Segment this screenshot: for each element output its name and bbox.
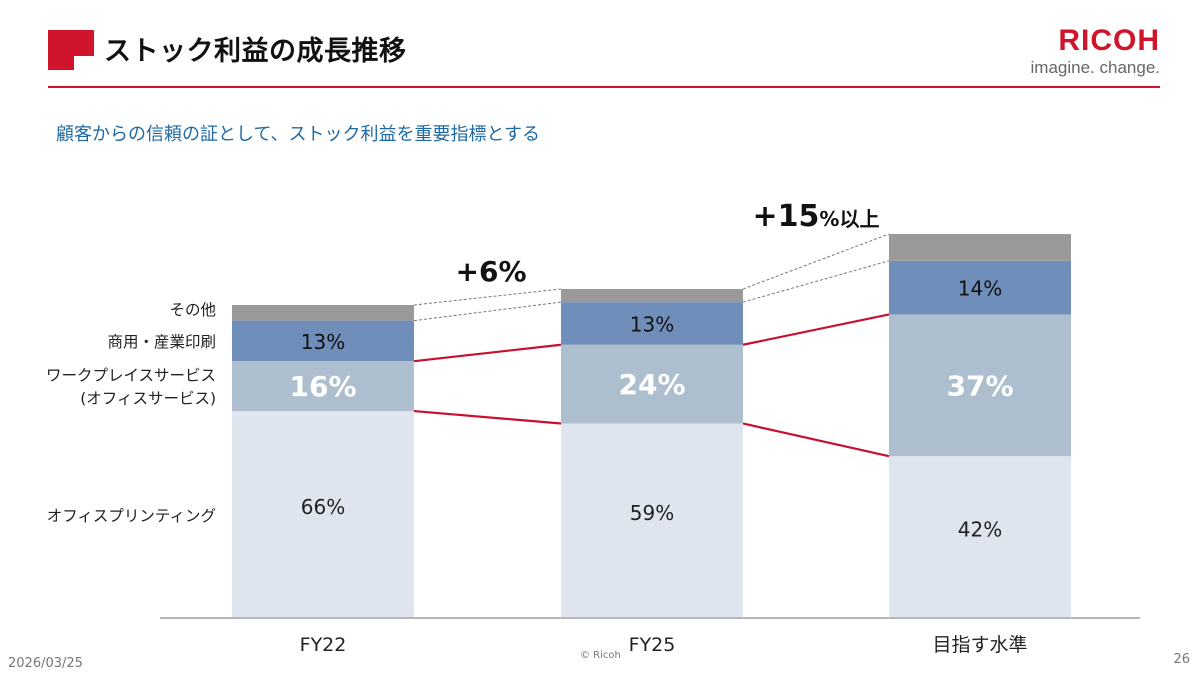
legend-label: オフィスプリンティング (47, 507, 216, 525)
title-accent-notch (74, 56, 94, 70)
bar-segment (232, 411, 414, 617)
subtitle: 顧客からの信頼の証として、ストック利益を重要指標とする (56, 124, 541, 145)
ricoh-logo: RICOH imagine. change. (1031, 26, 1160, 78)
data-label: 42% (958, 518, 1002, 542)
footer-date: 2026/03/25 (8, 656, 83, 671)
bar-segment (232, 320, 414, 362)
growth-annotation: +15%以上 (753, 199, 880, 234)
growth-guide-line (413, 288, 562, 306)
growth-guide-line (742, 260, 890, 303)
footer-copyright: © Ricoh (580, 650, 621, 661)
connector-line (742, 313, 890, 346)
data-label: 13% (630, 312, 674, 336)
data-label: 24% (618, 368, 685, 401)
title-divider (48, 86, 1160, 88)
legend-label: (オフィスサービス) (80, 390, 216, 408)
data-label: 37% (946, 369, 1013, 402)
logo-word: RICOH (1058, 24, 1160, 57)
connector-line (413, 343, 562, 363)
bar-segment (889, 314, 1071, 457)
data-label: 13% (301, 330, 345, 354)
page-number: 26 (1173, 652, 1190, 667)
growth-guide-line (742, 233, 890, 290)
bar-segment (561, 344, 743, 424)
page-title: ストック利益の成長推移 (104, 36, 407, 67)
category-label: FY22 (300, 634, 347, 656)
growth-annotation-suffix: %以上 (819, 207, 879, 231)
legend-label: 商用・産業印刷 (107, 333, 216, 351)
legend-label: ワークプレイスサービス (46, 367, 216, 385)
growth-annotation-value: +15 (753, 199, 820, 234)
data-label: 16% (289, 370, 356, 403)
growth-annotation: +6% (456, 255, 527, 288)
bar-segment (232, 305, 414, 321)
bar-segment (889, 234, 1071, 261)
legend-label: その他 (169, 301, 216, 319)
bar-segment (889, 456, 1071, 617)
data-label: 59% (630, 501, 674, 525)
category-label: 目指す水準 (932, 634, 1027, 656)
bar-segment (561, 302, 743, 345)
data-label: 66% (301, 495, 345, 519)
connector-line (413, 409, 562, 425)
growth-guide-line (413, 301, 562, 322)
bar-segment (561, 289, 743, 303)
bar-segment (561, 423, 743, 617)
connector-line (742, 422, 890, 458)
data-label: 14% (958, 277, 1002, 301)
bar-segment (232, 361, 414, 412)
logo-tagline: imagine. change. (1030, 58, 1160, 77)
category-label: FY25 (629, 634, 676, 656)
bar-segment (889, 260, 1071, 315)
